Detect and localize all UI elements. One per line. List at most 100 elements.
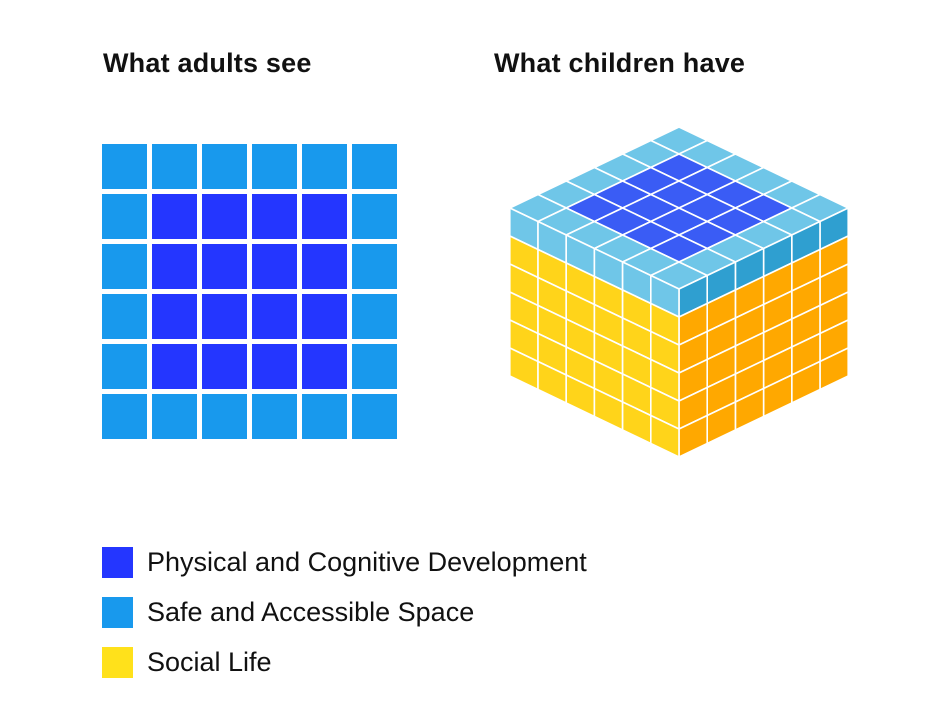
grid-cell-physical: [152, 344, 197, 389]
grid-cell-physical: [202, 294, 247, 339]
cube-top-cell-safe: [565, 166, 624, 196]
legend-label-safe: Safe and Accessible Space: [147, 596, 475, 627]
legend-item-safe: Safe and Accessible Space: [102, 596, 587, 628]
cube-top-cell-safe: [508, 193, 568, 223]
cube-right-cell-social: [621, 373, 652, 417]
cube-left-cell-safe: [734, 247, 765, 291]
cube-right-cell-social: [565, 318, 596, 362]
cube-right-cell-social: [508, 319, 539, 363]
grid-cell-physical: [152, 294, 197, 339]
cube-right-cell-social: [649, 414, 680, 458]
cube-right-cell-social: [537, 248, 568, 292]
cube-right-cell-social: [649, 386, 680, 430]
cube-right-cell-social: [537, 332, 568, 376]
cube-right-cell-social: [621, 345, 652, 389]
cube-left-cell-social: [706, 289, 737, 333]
cube-top-cell-physical: [593, 207, 652, 236]
grid-cell-safe: [252, 144, 297, 189]
grid-cell-physical: [302, 344, 347, 389]
cube-left-cell-safe: [706, 261, 737, 305]
cube-right-cell-safe: [508, 207, 539, 251]
cube-left-cell-social: [706, 345, 737, 389]
cube-top-cell-physical: [678, 166, 737, 196]
cube-right-cell-social: [565, 374, 596, 418]
grid-cell-physical: [152, 194, 197, 239]
grid-cell-safe: [102, 144, 147, 189]
cube-left-cell-social: [819, 347, 850, 391]
cube-top-cell-safe: [762, 180, 821, 209]
cube-right-cell-social: [649, 302, 680, 346]
cube-left-cell-social: [706, 401, 737, 445]
grid-cell-safe: [252, 394, 297, 439]
cube-top-cell-physical: [706, 207, 765, 236]
cube-left-cell-safe: [678, 274, 709, 318]
cube-left-cell-safe: [819, 207, 850, 251]
cube-right-cell-social: [508, 235, 539, 279]
cube-left-cell-social: [706, 373, 737, 417]
cube-left-cell-social: [678, 414, 709, 458]
grid-cell-safe: [152, 394, 197, 439]
cube-left-cell-social: [734, 303, 765, 347]
cube-left-cell-social: [762, 290, 793, 334]
grid-cell-safe: [102, 394, 147, 439]
cube-right-cell-safe: [621, 261, 652, 305]
cube-right-cell-social: [508, 263, 539, 307]
cube-left-cell-social: [762, 262, 793, 306]
legend-label-physical: Physical and Cognitive Development: [147, 546, 587, 577]
legend-swatch-physical: [102, 546, 133, 578]
cube-left-cell-social: [734, 275, 765, 319]
grid-cell-safe: [102, 344, 147, 389]
cube-top-cell-safe: [621, 247, 680, 277]
cube-left-cell-safe: [762, 234, 793, 278]
cube-left-cell-social: [762, 346, 793, 390]
grid-cell-safe: [102, 294, 147, 339]
grid-cell-safe: [352, 144, 397, 189]
cube-right-cell-social: [621, 317, 652, 361]
cube-top-cell-safe: [537, 180, 596, 209]
cube-right-cell-social: [593, 359, 624, 403]
cube-top-cell-physical: [593, 180, 652, 209]
cube-top-cell-physical: [706, 180, 765, 209]
heading-what-children-have: What children have: [494, 48, 746, 78]
cube-top-cell-physical: [678, 220, 737, 250]
cube-right-cell-social: [593, 303, 624, 347]
grid-cell-physical: [252, 194, 297, 239]
heading-what-adults-see: What adults see: [103, 48, 312, 78]
grid-cell-safe: [202, 144, 247, 189]
cube-right-cell-social: [565, 346, 596, 390]
cube-right-cell-social: [565, 262, 596, 306]
cube-top-cell-safe: [734, 166, 793, 196]
legend-label-social: Social Life: [147, 646, 272, 677]
cube-right-cell-social: [593, 275, 624, 319]
cube-left-cell-social: [790, 248, 821, 292]
cube-right-cell-social: [593, 387, 624, 431]
cube-top-cell-safe: [537, 207, 596, 236]
cube-right-cell-safe: [593, 247, 624, 291]
cube-left-cell-social: [819, 263, 850, 307]
cube-right-cell-safe: [537, 220, 568, 264]
cube-right-cell-safe: [649, 274, 680, 318]
cube-right-cell-social: [537, 276, 568, 320]
cube-left-cell-social: [819, 319, 850, 363]
cube-top-cell-physical: [649, 153, 709, 182]
cube-top-cell-safe: [621, 139, 680, 169]
cube-top-cell-safe: [593, 234, 652, 263]
grid-cell-safe: [102, 244, 147, 289]
cube-top-cell-safe: [565, 220, 624, 250]
cube-right-cell-social: [508, 291, 539, 335]
cube-top-cell-physical: [734, 193, 793, 223]
cube-left-cell-social: [819, 291, 850, 335]
grid-cell-safe: [352, 294, 397, 339]
cube-left-cell-social: [762, 318, 793, 362]
grid-cell-safe: [302, 394, 347, 439]
legend-item-physical: Physical and Cognitive Development: [102, 546, 587, 578]
grid-cell-safe: [202, 394, 247, 439]
grid-cell-physical: [202, 194, 247, 239]
grid-cell-physical: [252, 244, 297, 289]
cube-top-cell-safe: [734, 220, 793, 250]
grid-cell-safe: [352, 244, 397, 289]
cube-top-cell-physical: [649, 234, 709, 263]
cube-right-cell-social: [565, 290, 596, 334]
legend-swatch-safe: [102, 596, 133, 628]
cube-left-cell-social: [790, 304, 821, 348]
